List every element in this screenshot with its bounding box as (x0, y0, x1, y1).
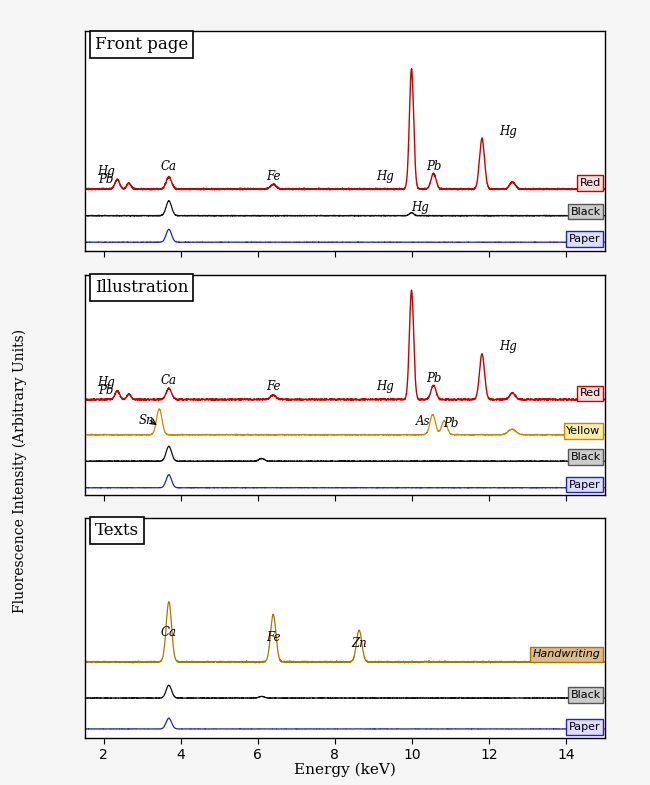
Text: Pb: Pb (426, 371, 441, 385)
Text: Hg: Hg (97, 376, 114, 389)
Text: Hg: Hg (376, 170, 394, 183)
Text: Texts: Texts (95, 523, 139, 539)
Text: Paper: Paper (569, 480, 601, 490)
Text: Paper: Paper (569, 722, 601, 732)
Text: Pb: Pb (426, 160, 441, 173)
Text: Pb: Pb (98, 173, 113, 186)
Text: Fe: Fe (266, 381, 281, 393)
Text: Ca: Ca (161, 374, 177, 387)
Text: Black: Black (571, 206, 601, 217)
Text: As: As (416, 415, 431, 429)
Text: Energy (keV): Energy (keV) (294, 763, 395, 777)
Text: Fe: Fe (266, 630, 281, 644)
Text: Fluorescence Intensity (Arbitrary Units): Fluorescence Intensity (Arbitrary Units) (12, 329, 27, 613)
Text: Yellow: Yellow (566, 425, 601, 436)
Text: Hg: Hg (499, 340, 517, 352)
Text: Red: Red (579, 178, 601, 188)
Text: Handwriting: Handwriting (533, 649, 601, 659)
Text: Illustration: Illustration (95, 279, 188, 296)
Text: Ca: Ca (161, 626, 177, 639)
Text: Hg: Hg (97, 165, 114, 177)
Text: Zn: Zn (351, 637, 367, 650)
Text: Black: Black (571, 690, 601, 700)
Text: Sn: Sn (138, 414, 154, 427)
Text: Hg: Hg (376, 381, 394, 393)
Text: Pb: Pb (98, 384, 113, 396)
Text: Front page: Front page (95, 36, 188, 53)
Text: Hg: Hg (411, 201, 428, 214)
Text: Red: Red (579, 389, 601, 399)
Text: Paper: Paper (569, 234, 601, 244)
Text: Pb: Pb (443, 417, 458, 430)
Text: Hg: Hg (499, 125, 517, 138)
Text: Ca: Ca (161, 160, 177, 173)
Text: Black: Black (571, 452, 601, 462)
Text: Fe: Fe (266, 170, 281, 183)
